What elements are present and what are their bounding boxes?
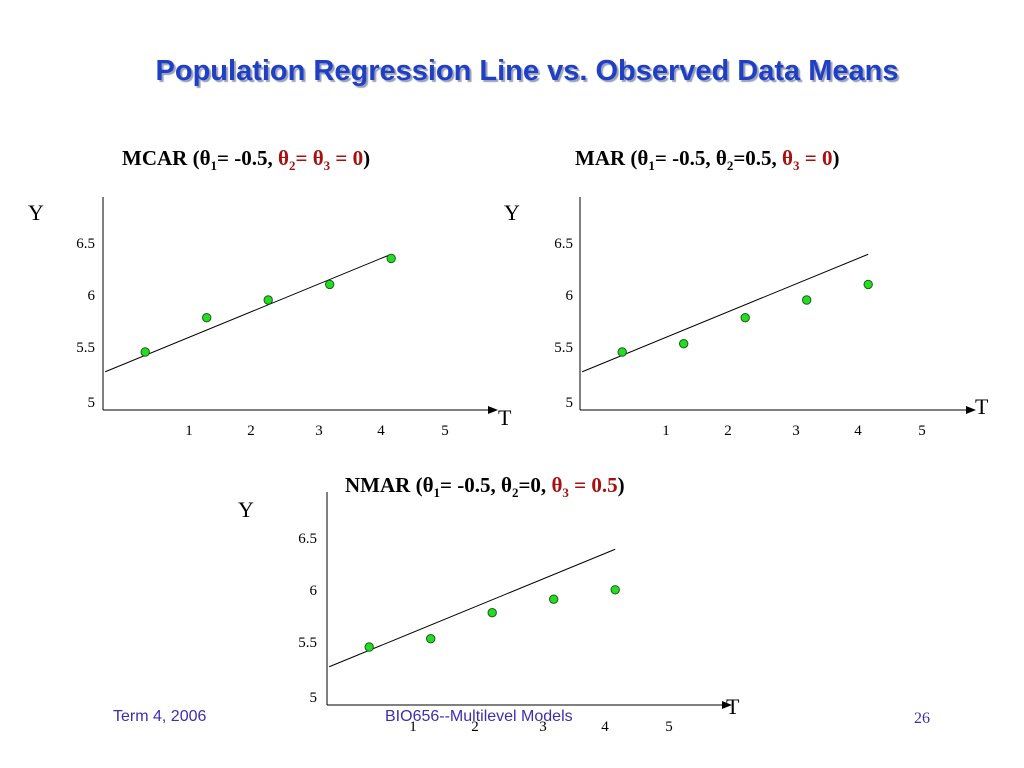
data-point	[263, 295, 273, 305]
theta1-symbol: θ	[199, 146, 211, 170]
x-tick-label: 1	[185, 423, 193, 439]
plot-title-mcar: MCAR (θ1= -0.5, θ2= θ3 = 0)	[122, 146, 370, 174]
y-axis-label: Y	[28, 200, 44, 225]
plot-title-suffix: )	[617, 473, 625, 497]
y-tick-label: 5.5	[298, 635, 317, 651]
plot-title-prefix: MCAR (	[122, 146, 200, 170]
x-axis-arrow	[722, 701, 732, 709]
theta2-symbol: θ	[501, 473, 512, 497]
theta1-subscript: 1	[210, 158, 218, 174]
theta1-value: = -0.5,	[217, 146, 278, 170]
data-point	[549, 594, 559, 604]
x-tick-label: 5	[441, 423, 449, 439]
x-axis-label: T	[975, 394, 989, 419]
regression-line	[329, 548, 616, 668]
regression-line	[105, 253, 392, 373]
data-point	[140, 347, 150, 357]
data-point	[802, 295, 812, 305]
y-tick-label: 6.5	[554, 236, 573, 252]
data-point	[610, 585, 620, 595]
plot-title-suffix: )	[832, 146, 840, 170]
theta3-subscript: 3	[562, 485, 569, 501]
theta1-value: = -0.5,	[440, 473, 501, 497]
theta3-subscript: 3	[793, 158, 800, 174]
theta3-subscript: 3	[323, 158, 331, 174]
plot-title-mar: MAR (θ1= -0.5, θ2=0.5, θ3 = 0)	[575, 146, 839, 174]
x-axis-arrow	[488, 406, 498, 414]
regression-line	[582, 253, 869, 373]
y-tick-label: 5.5	[554, 340, 573, 356]
theta2-subscript: 2	[288, 158, 296, 174]
x-axis-arrow	[966, 406, 976, 414]
x-tick-label: 5	[665, 719, 673, 735]
data-point	[386, 253, 396, 264]
y-tick-label: 6	[310, 583, 318, 599]
page-number: 26	[914, 710, 930, 727]
theta3-value: = 0.5	[568, 473, 618, 497]
data-point	[487, 607, 497, 618]
plot-title-suffix: )	[363, 146, 371, 170]
theta3-value: = 0	[799, 146, 833, 170]
y-tick-label: 6.5	[298, 531, 317, 547]
data-point	[617, 347, 627, 357]
theta1-subscript: 1	[648, 158, 655, 174]
plot-title-prefix: MAR (	[575, 146, 638, 170]
data-point	[364, 642, 374, 652]
theta2-value: =	[295, 146, 313, 170]
x-tick-label: 4	[854, 423, 862, 439]
x-tick-label: 2	[724, 423, 732, 439]
data-point	[679, 338, 689, 349]
theta2-symbol: θ	[715, 146, 727, 170]
data-point	[202, 312, 212, 323]
data-point	[426, 633, 436, 644]
x-tick-label: 2	[471, 719, 479, 735]
data-point	[863, 279, 873, 290]
x-tick-label: 4	[377, 423, 385, 439]
theta2-symbol: θ	[278, 146, 289, 170]
theta3-symbol: θ	[551, 473, 563, 497]
footer-term: Term 4, 2006	[113, 708, 207, 725]
x-tick-label: 1	[409, 719, 417, 735]
theta2-value: =0.5,	[733, 146, 783, 170]
y-tick-label: 5	[566, 395, 574, 411]
data-point	[325, 279, 335, 290]
x-tick-label: 3	[315, 423, 323, 439]
slide-title: Population Regression Line vs. Observed …	[155, 55, 899, 87]
x-tick-label: 5	[918, 423, 926, 439]
theta3-symbol: θ	[782, 146, 793, 170]
y-axis-label: Y	[504, 200, 520, 225]
theta1-value: = -0.5,	[654, 146, 716, 170]
plot-title-nmar: NMAR (θ1= -0.5, θ2=0, θ3 = 0.5)	[345, 473, 625, 501]
x-tick-label: 1	[662, 423, 670, 439]
theta2-subscript: 2	[511, 485, 519, 501]
plot-title-prefix: NMAR (	[345, 473, 423, 497]
x-tick-label: 4	[601, 719, 609, 735]
theta3-symbol: θ	[312, 146, 324, 170]
y-tick-label: 6	[566, 288, 574, 304]
x-tick-label: 2	[247, 423, 255, 439]
y-axis-label: Y	[238, 497, 254, 522]
mar-chart: Y T 5 5.5 6 6.5 1 2 3 4 5	[504, 197, 989, 439]
x-tick-label: 3	[792, 423, 800, 439]
mcar-chart: Y T 5 5.5 6 6.5 1 2 3 4 5	[28, 197, 512, 439]
y-tick-label: 6.5	[76, 236, 95, 252]
y-tick-label: 5.5	[76, 340, 95, 356]
nmar-chart: Y T 5 5.5 6 6.5 1 2 3 4 5	[238, 492, 740, 735]
theta1-symbol: θ	[637, 146, 649, 170]
theta1-subscript: 1	[433, 485, 441, 501]
theta3-value: = 0	[330, 146, 364, 170]
x-tick-label: 3	[539, 719, 547, 735]
theta2-value: =0,	[518, 473, 552, 497]
data-point	[740, 312, 750, 323]
y-tick-label: 5	[310, 690, 318, 706]
theta2-subscript: 2	[726, 158, 734, 174]
footer-course: BIO656--Multilevel Models	[385, 708, 573, 725]
y-tick-label: 5	[88, 395, 96, 411]
theta1-symbol: θ	[422, 473, 434, 497]
x-axis-label: T	[726, 694, 740, 719]
x-axis-label: T	[498, 405, 512, 430]
y-tick-label: 6	[88, 288, 96, 304]
